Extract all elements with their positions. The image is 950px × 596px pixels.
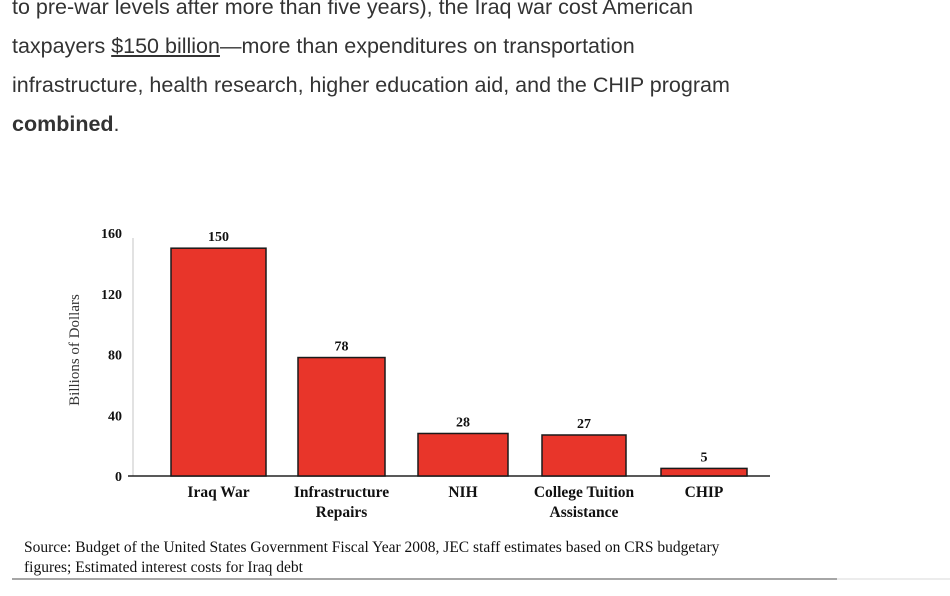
paragraph-text: —more than expenditures on transportatio… xyxy=(219,34,635,58)
x-category-label: College Tuition xyxy=(534,484,635,501)
bar-value-label: 28 xyxy=(456,415,470,430)
paragraph-line: combined. xyxy=(12,105,932,144)
bar xyxy=(660,467,748,477)
bar-chart: Billions of Dollars 0 40 80 120 160 150 Iraq … xyxy=(67,227,770,521)
x-category-label: Repairs xyxy=(316,504,368,521)
source-line: Source: Budget of the United States Gove… xyxy=(24,539,720,556)
emphasis-combined: combined xyxy=(12,112,114,136)
paragraph-text: . xyxy=(113,112,120,136)
y-tick-label: 80 xyxy=(108,349,122,364)
y-tick-label: 40 xyxy=(108,409,122,424)
x-category-label: CHIP xyxy=(685,484,724,501)
y-tick-label: 0 xyxy=(115,470,122,485)
bar xyxy=(297,356,386,477)
paragraph-line: taxpayers $150 billion—more than expendi… xyxy=(12,27,932,66)
bar xyxy=(417,432,509,477)
paragraph-line: infrastructure, health research, higher … xyxy=(12,73,730,97)
bar xyxy=(541,434,627,477)
bar-value-label: 78 xyxy=(335,340,349,355)
bar-value-label: 150 xyxy=(208,230,229,245)
y-tick-label: 160 xyxy=(101,227,122,242)
cost-link[interactable]: $150 billion xyxy=(111,34,220,58)
paragraph-text: taxpayers xyxy=(12,34,112,58)
x-category-label: Infrastructure xyxy=(294,484,389,501)
bars: 150 Iraq War 78 Infrastructure Repairs 28 NIH 2… xyxy=(170,230,748,521)
x-category-label: NIH xyxy=(448,484,477,501)
bar-value-label: 27 xyxy=(577,417,591,432)
source-line: figures; Estimated interest costs for Ir… xyxy=(24,559,303,576)
y-tick-label: 120 xyxy=(101,288,122,303)
y-axis-label: Billions of Dollars xyxy=(67,294,83,406)
article-paragraph: to pre-war levels after more than five y… xyxy=(12,0,932,144)
y-ticks: 0 40 80 120 160 xyxy=(101,227,122,485)
bar xyxy=(170,247,267,477)
divider-light xyxy=(837,578,950,580)
source-note: Source: Budget of the United States Gove… xyxy=(24,538,854,578)
bar-value-label: 5 xyxy=(701,450,708,465)
x-category-label: Iraq War xyxy=(187,484,249,501)
divider xyxy=(12,578,837,580)
x-category-label: Assistance xyxy=(550,504,619,521)
paragraph-line: to pre-war levels after more than five y… xyxy=(12,0,694,19)
